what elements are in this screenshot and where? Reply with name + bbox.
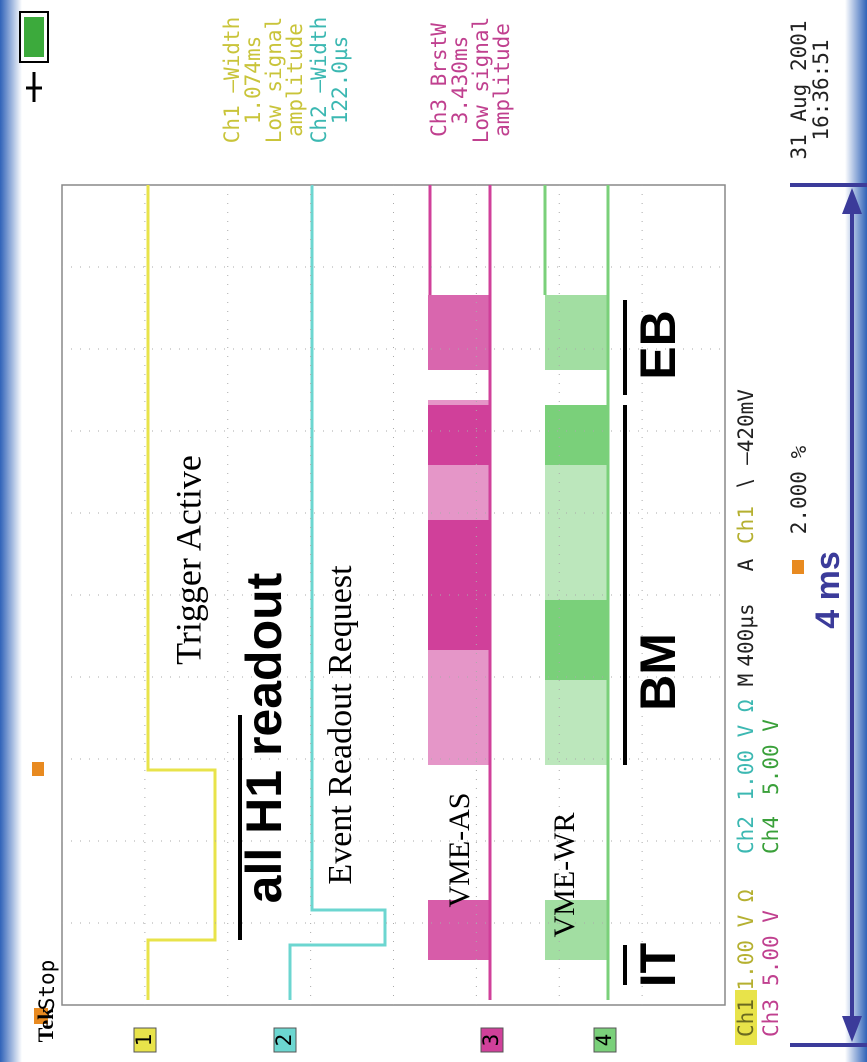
- status-text: 2.000 %: [787, 445, 811, 534]
- burst: [545, 600, 608, 680]
- burst: [428, 900, 490, 960]
- status-text: Ch1: [734, 506, 758, 544]
- annotation: VME-AS: [443, 792, 476, 907]
- annotation: Trigger Active: [168, 455, 208, 665]
- scope-screenshot: TekStopCh1 –Width1.074msLow signalamplit…: [0, 0, 867, 1062]
- annotation: all H1 readout: [236, 572, 292, 903]
- burst: [545, 295, 608, 370]
- status-text: A: [734, 558, 758, 571]
- channel-label: 2: [272, 1034, 296, 1047]
- status-text: Ch2: [734, 816, 758, 854]
- measurement: amplitude: [490, 23, 514, 137]
- status-text: 5.00 V: [759, 719, 783, 795]
- measurement: 122.0µs: [328, 36, 352, 125]
- status-text: Ch3: [759, 999, 783, 1037]
- battery-level: [24, 17, 44, 57]
- burst: [428, 295, 490, 370]
- channel-label: 4: [592, 1034, 616, 1047]
- channel-label: 1: [132, 1034, 156, 1047]
- channel-label: 3: [479, 1034, 503, 1047]
- annotation: EB: [630, 310, 686, 379]
- trigger-position: [792, 560, 804, 574]
- status-text: Ch1: [734, 999, 758, 1037]
- status-text: 5.00 V: [759, 910, 783, 986]
- burst: [545, 405, 608, 465]
- status-text: 1.00 V Ω: [734, 889, 758, 990]
- edge-left: [0, 0, 22, 1062]
- measurement: amplitude: [283, 23, 307, 137]
- annotation: 4 ms: [809, 551, 847, 629]
- burst: [428, 520, 490, 650]
- annotation: BM: [630, 633, 686, 711]
- status-text: Ch4: [759, 816, 783, 854]
- status-text: 400µs: [734, 603, 758, 666]
- trigger-position: [32, 762, 44, 776]
- plug: [26, 72, 42, 102]
- burst: [428, 405, 490, 465]
- date: 31 Aug 2001: [787, 20, 811, 159]
- annotation: Event Readout Request: [322, 565, 359, 885]
- annotation: IT: [630, 943, 686, 987]
- status-text: 1.00 V Ω: [734, 699, 758, 800]
- state: Stop: [35, 960, 59, 1011]
- brand: Tek: [33, 1007, 58, 1042]
- status-text: M: [734, 674, 758, 687]
- status-text: ∖ –420mV: [734, 389, 758, 491]
- edge-right: [845, 0, 867, 1062]
- time: 16:36:51: [809, 39, 833, 140]
- annotation: VME-WR: [548, 813, 581, 938]
